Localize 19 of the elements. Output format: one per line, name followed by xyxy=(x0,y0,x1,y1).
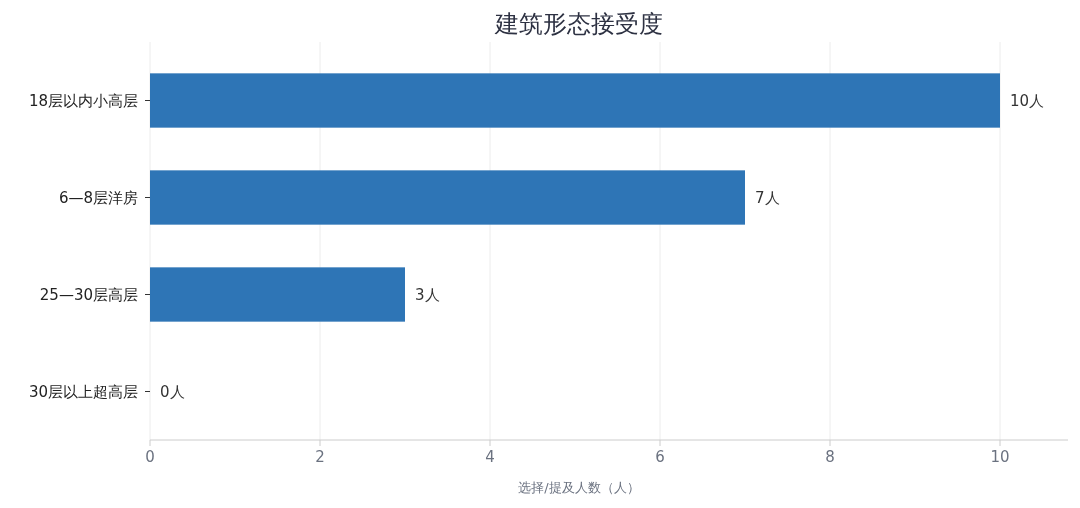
data-label: 7人 xyxy=(755,188,780,207)
bar xyxy=(150,267,405,322)
data-label: 0人 xyxy=(160,382,185,401)
y-tick-label: 18层以内小高层 xyxy=(28,91,138,110)
x-tick-label: 6 xyxy=(655,448,665,466)
data-label: 3人 xyxy=(415,285,440,304)
bar xyxy=(150,170,745,225)
x-tick-label: 2 xyxy=(315,448,325,466)
x-tick-label: 4 xyxy=(485,448,495,466)
x-tick-label: 10 xyxy=(990,448,1010,466)
x-tick-label: 8 xyxy=(825,448,835,466)
x-axis-title: 选择/提及人数（人） xyxy=(518,480,640,495)
chart-title: 建筑形态接受度 xyxy=(494,10,663,38)
x-tick-label: 0 xyxy=(145,448,155,466)
y-tick-label: 6—8层洋房 xyxy=(58,188,138,207)
y-tick-label: 30层以上超高层 xyxy=(28,382,138,401)
y-tick-label: 25—30层高层 xyxy=(39,285,138,304)
data-label: 10人 xyxy=(1010,91,1045,110)
bar xyxy=(150,73,1000,128)
